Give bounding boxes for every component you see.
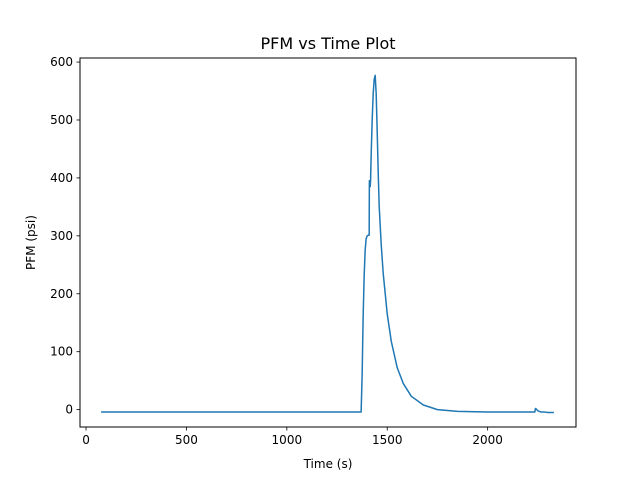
x-tick-label: 1000 <box>272 433 303 447</box>
x-tick-label: 1500 <box>372 433 403 447</box>
x-axis-label: Time (s) <box>303 457 353 471</box>
y-tick-label: 500 <box>50 113 73 127</box>
x-tick-label: 2000 <box>472 433 503 447</box>
y-tick-label: 300 <box>50 229 73 243</box>
y-axis: 0 100 200 300 400 500 600 <box>50 55 80 417</box>
x-tick-label: 500 <box>175 433 198 447</box>
y-tick-label: 100 <box>50 345 73 359</box>
y-tick-label: 600 <box>50 55 73 69</box>
y-tick-label: 400 <box>50 171 73 185</box>
series-line-0 <box>101 74 554 414</box>
axes-frame <box>79 57 577 428</box>
x-tick-label: 0 <box>82 433 90 447</box>
y-tick-label: 200 <box>50 287 73 301</box>
plot-area <box>101 74 554 414</box>
y-axis-label: PFM (psi) <box>24 215 38 270</box>
y-tick-label: 0 <box>65 403 73 417</box>
x-axis: 0 500 1000 1500 2000 <box>82 427 503 447</box>
chart-title: PFM vs Time Plot <box>260 34 395 53</box>
